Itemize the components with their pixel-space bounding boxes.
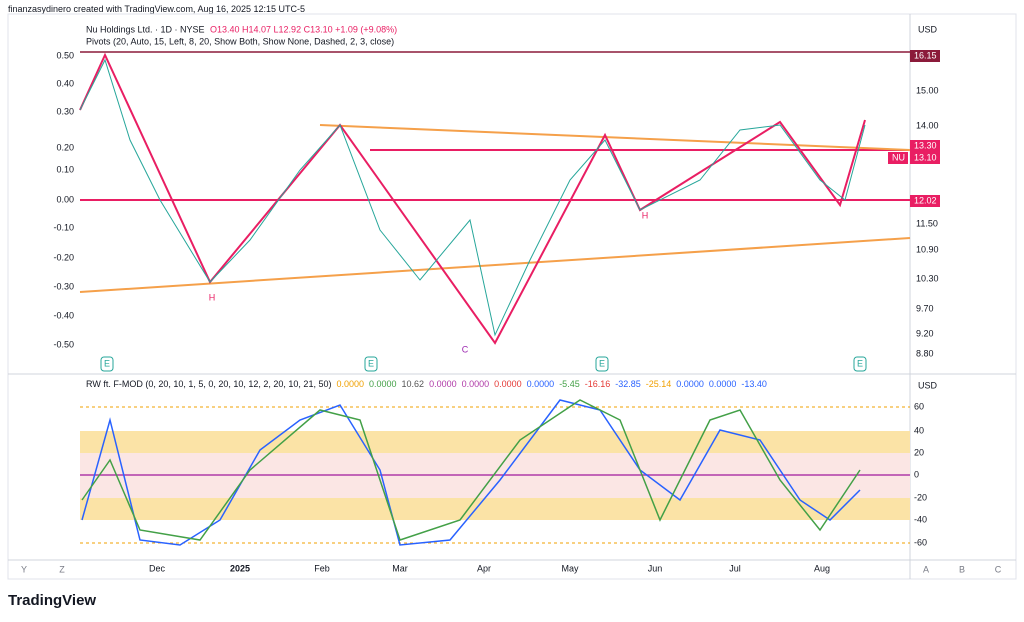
currency: USD <box>918 24 938 34</box>
oscillator-value: 0.0000 <box>429 379 457 389</box>
oscillator-tick: -40 <box>914 514 927 524</box>
oscillator-tick: 60 <box>914 401 924 411</box>
trend-line <box>319 124 911 151</box>
time-label: Mar <box>392 563 408 573</box>
oscillator-value: 0.0000 <box>336 379 364 389</box>
oscillator-name: RW ft. F-MOD (0, 20, 10, 1, 5, 0, 20, 10… <box>86 379 331 389</box>
symbol-tag-label: NU <box>892 152 905 162</box>
left-axis-label: -0.20 <box>53 252 74 262</box>
band <box>80 498 910 520</box>
event-marker <box>364 356 378 372</box>
corner-label: A <box>923 564 929 574</box>
left-axis-label: -0.50 <box>53 339 74 349</box>
event-marker <box>100 356 114 372</box>
price-label: 9.70 <box>916 303 934 313</box>
frame <box>7 13 1017 580</box>
left-axis-label: 0.30 <box>56 106 74 116</box>
oscillator-value: -16.16 <box>585 379 611 389</box>
marker-label: C <box>462 344 469 354</box>
oscillator-value: 0.0000 <box>462 379 490 389</box>
left-axis-label: -0.10 <box>53 222 74 232</box>
oscillator-value: -25.14 <box>646 379 672 389</box>
marker-label: E <box>104 358 110 368</box>
corner-label: Y <box>21 564 27 574</box>
marker-label: E <box>368 358 374 368</box>
marker-label: H <box>642 210 649 220</box>
time-label: 2025 <box>230 563 250 573</box>
price-label: 11.50 <box>916 218 938 228</box>
event-marker <box>853 356 867 372</box>
time-label: Jul <box>729 563 741 573</box>
oscillator-currency: USD <box>918 380 938 390</box>
price-tag-label: 13.10 <box>914 152 937 162</box>
legend-pivots: Pivots (20, Auto, 15, Left, 8, 20, Show … <box>86 36 394 46</box>
time-label: Apr <box>477 563 491 573</box>
price-tag-label: 12.02 <box>914 195 937 205</box>
left-axis-label: 0.00 <box>56 194 74 204</box>
price-label: 10.30 <box>916 273 939 283</box>
oscillator-tick: -60 <box>914 537 927 547</box>
oscillator-value: -32.85 <box>615 379 641 389</box>
legend-symbol: Nu Holdings Ltd. · 1D · NYSE <box>86 24 205 34</box>
chart-panel: Nu Holdings Ltd. · 1D · NYSE O13.40 H14.0… <box>7 13 1017 580</box>
price-label: 9.20 <box>916 328 934 338</box>
logo: TradingView <box>8 592 97 609</box>
oscillator-line <box>81 399 861 541</box>
left-axis-label: -0.40 <box>53 310 74 320</box>
oscillator-value: 10.62 <box>402 379 425 389</box>
event-marker <box>595 356 609 372</box>
price-label: 14.00 <box>916 120 939 130</box>
time-label: Aug <box>814 563 830 573</box>
oscillator-value: 0.0000 <box>369 379 397 389</box>
corner-label: B <box>959 564 965 574</box>
corner-label: Z <box>59 564 65 574</box>
oscillator-tick: 40 <box>914 425 924 435</box>
price-tag <box>910 195 940 207</box>
oscillator-value: 0.0000 <box>494 379 522 389</box>
oscillator-tick: 0 <box>914 469 919 479</box>
trend-line <box>79 237 911 293</box>
oscillator-value: -13.40 <box>741 379 767 389</box>
oscillator-legend: RW ft. F-MOD (0, 20, 10, 1, 5, 0, 20, 10… <box>86 379 767 389</box>
zigzag <box>79 52 866 345</box>
price-tag-label: 13.30 <box>914 140 937 150</box>
oscillator-tick: -20 <box>914 492 927 502</box>
oscillator-line <box>81 399 861 546</box>
left-axis-label: 0.10 <box>56 164 74 174</box>
oscillator-value: -5.45 <box>559 379 580 389</box>
price-tag <box>910 140 940 152</box>
time-label: Jun <box>648 563 663 573</box>
oscillator-value: 0.0000 <box>676 379 704 389</box>
price-label: 15.00 <box>916 85 939 95</box>
oscillator-value: 0.0000 <box>709 379 737 389</box>
time-label: May <box>561 563 579 573</box>
price-path <box>79 58 866 337</box>
marker-label: H <box>209 292 216 302</box>
price-tag-label: 16.15 <box>914 50 937 60</box>
left-axis-label: -0.30 <box>53 281 74 291</box>
time-label: Feb <box>314 563 330 573</box>
marker-label: E <box>599 358 605 368</box>
symbol-tag <box>888 152 908 164</box>
price-label: 8.80 <box>916 348 934 358</box>
price-tag <box>910 152 940 164</box>
corner-label: C <box>995 564 1002 574</box>
left-axis-label: 0.20 <box>56 142 74 152</box>
credit: finanzasydinero created with TradingView… <box>8 4 306 14</box>
time-label: Dec <box>149 563 166 573</box>
band <box>80 431 910 453</box>
oscillator-value: 0.0000 <box>527 379 555 389</box>
oscillator-tick: 20 <box>914 447 924 457</box>
marker-label: E <box>857 358 863 368</box>
left-axis-label: 0.40 <box>56 78 74 88</box>
left-axis-label: 0.50 <box>56 50 74 60</box>
legend-ohlc: O13.40 H14.07 L12.92 C13.10 +1.09 (+9.08… <box>210 24 397 34</box>
price-tag <box>910 50 940 62</box>
price-label: 10.90 <box>916 244 939 254</box>
